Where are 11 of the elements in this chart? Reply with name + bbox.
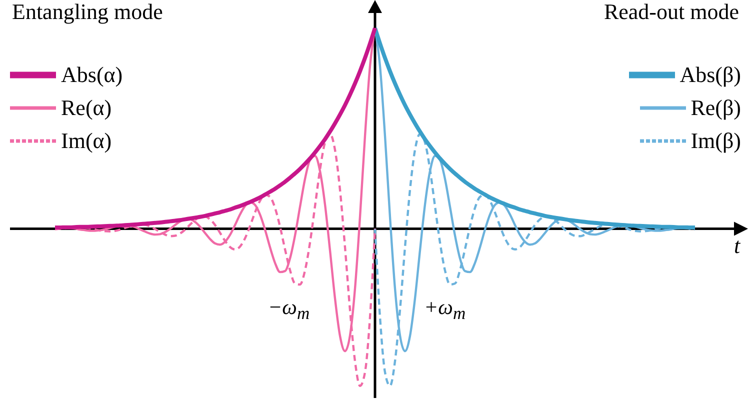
legend-label: Im(α)	[61, 128, 112, 154]
annotation: −ω$_{m}$	[268, 295, 310, 324]
legend-label: Re(α)	[61, 94, 112, 120]
legend-label: Re(β)	[690, 94, 741, 120]
text: Read-out mode	[604, 0, 739, 24]
text: Entangling mode	[12, 0, 163, 24]
x-axis-title: t	[734, 232, 740, 259]
legend-label: Abs(β)	[680, 62, 741, 88]
annotation: +ω$_{m}$	[424, 295, 466, 324]
legend-label: Abs(α)	[61, 62, 123, 88]
legend-label: Im(β)	[690, 128, 741, 154]
